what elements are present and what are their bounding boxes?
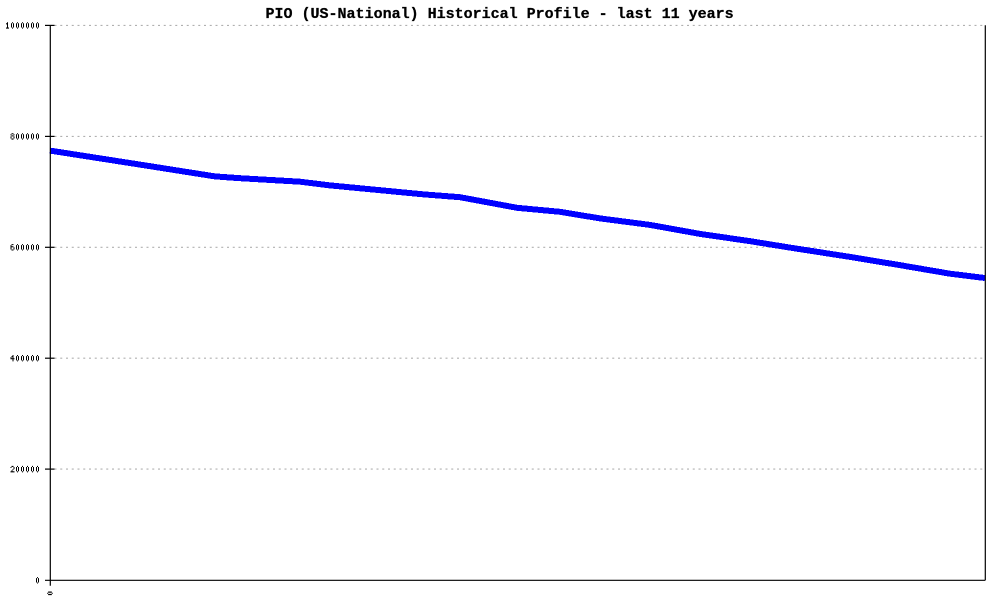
svg-text:PIO (US-National) Historical P: PIO (US-National) Historical Profile - l… (266, 6, 734, 23)
